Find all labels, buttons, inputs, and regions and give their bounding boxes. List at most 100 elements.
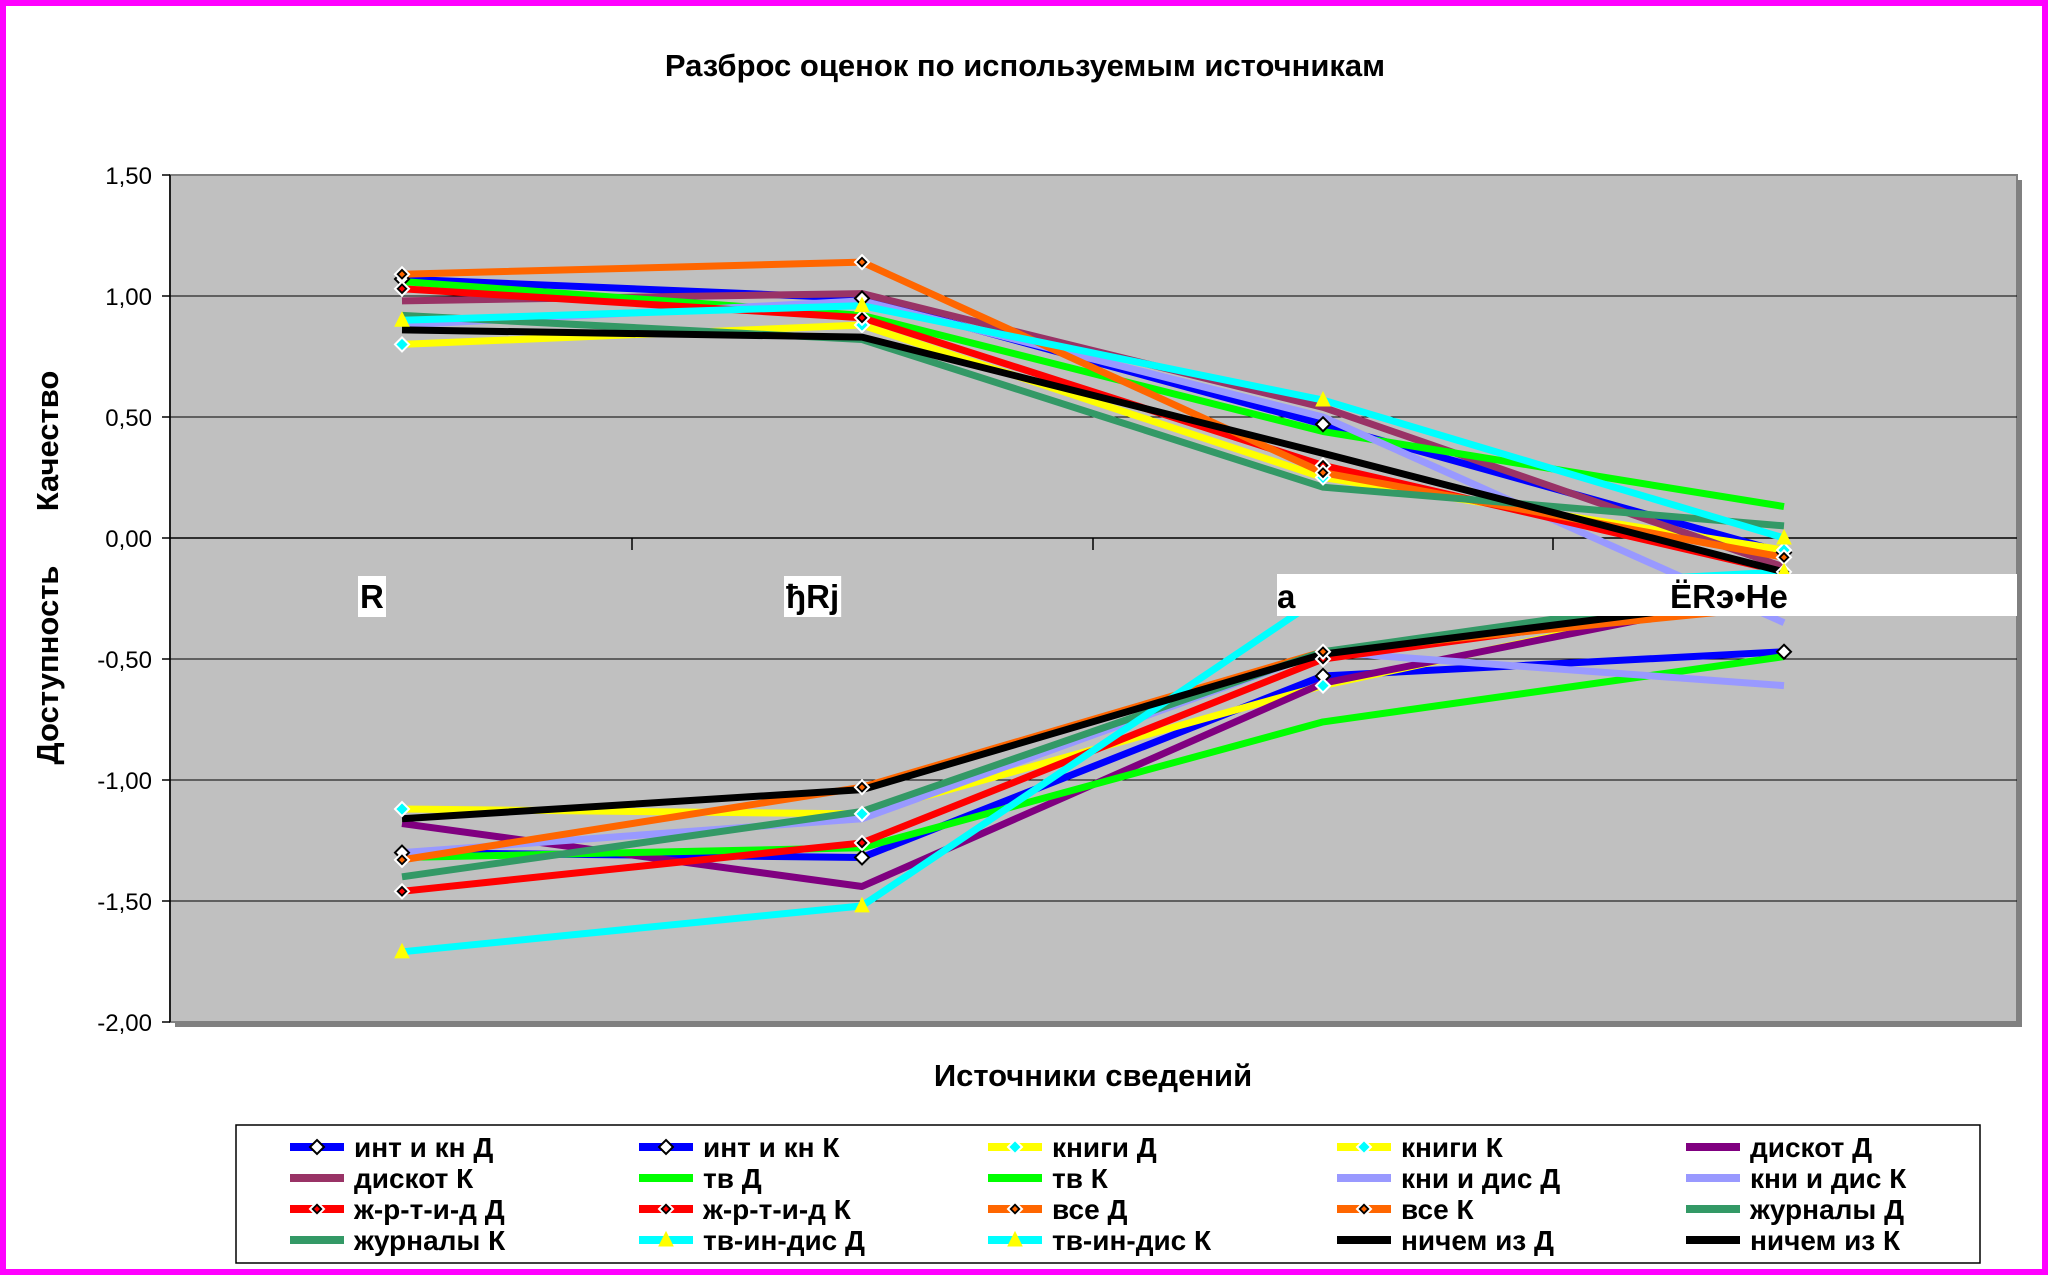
legend-item: дискот Д bbox=[1686, 1132, 1872, 1163]
legend-item: тв Д bbox=[639, 1163, 762, 1194]
legend-label: ж-р-т-и-д К bbox=[702, 1194, 852, 1225]
series-marker bbox=[308, 1138, 326, 1156]
y-axis-title-upper: Качество bbox=[30, 371, 65, 512]
series-журналы Д bbox=[401, 311, 1785, 530]
series-marker-core bbox=[314, 1206, 320, 1212]
series-line bbox=[401, 582, 1785, 881]
series-marker bbox=[1314, 415, 1332, 433]
category-label-bg-wide bbox=[1277, 574, 2017, 616]
series-тв-ин-дис Д bbox=[401, 302, 1786, 542]
series-line bbox=[401, 302, 1786, 542]
series-marker bbox=[393, 335, 411, 353]
legend-item: ж-р-т-и-д Д bbox=[290, 1194, 505, 1225]
series-marker-core bbox=[1320, 469, 1326, 476]
legend-item: все К bbox=[1337, 1194, 1474, 1225]
legend-item: тв-ин-дис Д bbox=[639, 1225, 865, 1256]
legend-label: тв Д bbox=[703, 1163, 762, 1194]
legend-item: кни и дис К bbox=[1686, 1163, 1907, 1194]
y-tick-label: -1,50 bbox=[97, 889, 152, 916]
series-marker bbox=[1775, 643, 1793, 661]
series-marker-core bbox=[1012, 1206, 1018, 1212]
legend-label: книги Д bbox=[1052, 1132, 1157, 1163]
series-markers-тв-ин-дис Д bbox=[394, 296, 1792, 545]
series-marker-core bbox=[399, 285, 405, 292]
series-marker bbox=[1776, 528, 1792, 545]
series-marker bbox=[658, 1230, 674, 1247]
legend-label: инт и кн К bbox=[703, 1132, 840, 1163]
series-marker-core bbox=[1320, 648, 1326, 655]
category-label: a bbox=[1277, 578, 1296, 615]
x-axis-title: Источники сведений bbox=[934, 1058, 1252, 1093]
series-marker bbox=[1355, 1138, 1373, 1156]
legend-item: книги Д bbox=[988, 1132, 1157, 1163]
series-marker bbox=[854, 896, 870, 913]
series-layer bbox=[393, 253, 1793, 959]
legend-label: ничем из К bbox=[1750, 1225, 1901, 1256]
legend-item: ж-р-т-и-д К bbox=[639, 1194, 852, 1225]
legend-label: инт и кн Д bbox=[354, 1132, 493, 1163]
series-marker-core bbox=[859, 839, 865, 846]
y-tick-label: -2,00 bbox=[97, 1010, 152, 1037]
y-tick-label: 0,00 bbox=[105, 526, 152, 553]
category-label: R bbox=[360, 578, 384, 615]
legend-item: инт и кн Д bbox=[290, 1132, 493, 1163]
series-marker bbox=[853, 849, 871, 866]
series-marker bbox=[394, 942, 410, 959]
legend-item: тв К bbox=[988, 1163, 1109, 1194]
legend-item: книги К bbox=[1337, 1132, 1504, 1163]
legend-item: ничем из К bbox=[1686, 1225, 1901, 1256]
legend-label: тв-ин-дис Д bbox=[703, 1225, 865, 1256]
series-журналы К bbox=[401, 582, 1785, 881]
y-tick-label: -0,50 bbox=[97, 647, 152, 674]
legend-label: тв-ин-дис К bbox=[1052, 1225, 1212, 1256]
series-marker-core bbox=[859, 259, 865, 266]
legend-item: инт и кн К bbox=[639, 1132, 840, 1163]
category-label: ЁRэ•Не bbox=[1670, 578, 1788, 615]
legend-item: журналы К bbox=[290, 1225, 506, 1256]
legend-label: дискот Д bbox=[1750, 1132, 1872, 1163]
series-marker-core bbox=[1361, 1206, 1367, 1212]
series-marker bbox=[1314, 677, 1332, 695]
series-marker-core bbox=[399, 271, 405, 278]
series-ничем из К bbox=[401, 592, 1785, 823]
series-line bbox=[401, 326, 1785, 576]
series-markers-все Д bbox=[393, 253, 1793, 566]
series-marker bbox=[1315, 390, 1331, 407]
legend-label: кни и дис К bbox=[1750, 1163, 1907, 1194]
category-label: ђRj bbox=[786, 578, 839, 615]
category-label-bg bbox=[784, 576, 842, 617]
legend-label: ж-р-т-и-д Д bbox=[353, 1194, 505, 1225]
series-marker bbox=[853, 805, 871, 823]
y-axis-title-lower: Доступность bbox=[30, 566, 65, 765]
series-line bbox=[401, 285, 1785, 576]
legend-label: книги К bbox=[1401, 1132, 1504, 1163]
series-marker bbox=[1006, 1138, 1024, 1156]
y-tick-label: 0,50 bbox=[105, 405, 152, 432]
series-marker-core bbox=[663, 1206, 669, 1212]
series-marker bbox=[394, 311, 410, 327]
y-tick-label: 1,50 bbox=[105, 163, 152, 190]
legend-label: тв К bbox=[1052, 1163, 1109, 1194]
series-marker bbox=[854, 296, 870, 313]
series-line bbox=[401, 653, 1785, 861]
legend-item: тв-ин-дис К bbox=[988, 1225, 1212, 1256]
series-ничем из Д bbox=[401, 326, 1785, 576]
legend-item: ничем из Д bbox=[1337, 1225, 1554, 1256]
legend-label: ничем из Д bbox=[1401, 1225, 1554, 1256]
legend-label: дискот К bbox=[354, 1163, 474, 1194]
legend-item: дискот К bbox=[290, 1163, 474, 1194]
legend-label: журналы К bbox=[353, 1225, 506, 1256]
legend-label: все К bbox=[1401, 1194, 1474, 1225]
chart-title: Разброс оценок по используемым источника… bbox=[665, 48, 1385, 83]
series-marker-core bbox=[859, 784, 865, 791]
series-marker-core bbox=[1781, 554, 1787, 561]
series-marker bbox=[1007, 1230, 1023, 1247]
legend-label: журналы Д bbox=[1749, 1194, 1904, 1225]
legend-item: все Д bbox=[988, 1194, 1127, 1225]
series-marker-core bbox=[399, 856, 405, 863]
series-line bbox=[401, 311, 1785, 530]
series-marker bbox=[393, 800, 411, 818]
category-label-bg bbox=[358, 576, 386, 617]
series-marker-core bbox=[399, 888, 405, 895]
